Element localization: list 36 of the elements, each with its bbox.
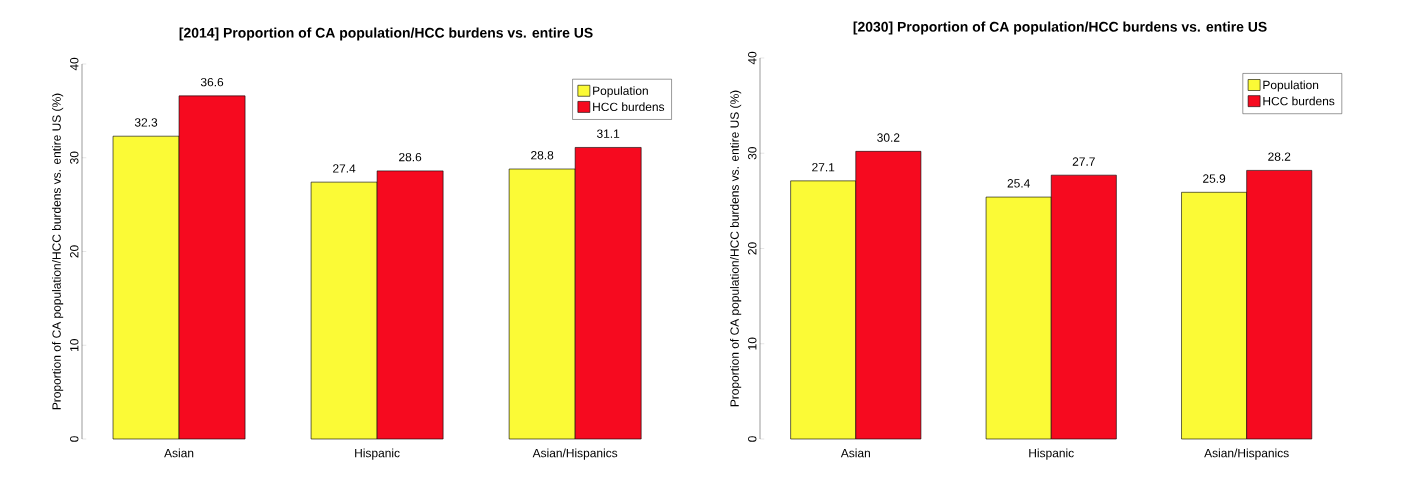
chart-title: [2030] Proportion of CA population/HCC burdens vs. entire US: [853, 21, 1267, 35]
y-tick-label: 0: [748, 436, 757, 442]
data-label: 28.8: [531, 151, 554, 160]
data-label: 27.1: [812, 163, 835, 172]
y-tick-label: 40: [748, 51, 757, 65]
legend-label: HCC burdens: [1263, 96, 1335, 106]
data-label: 30.2: [877, 133, 900, 142]
x-tick-label: Hispanic: [1029, 448, 1074, 460]
y-tick-label: 20: [70, 245, 79, 258]
data-label: 28.2: [1268, 152, 1291, 161]
y-axis-title: Proportion of CA population/HCC burdens vs. entire US (%): [730, 90, 742, 407]
y-tick-label: 30: [70, 151, 79, 164]
data-label: 31.1: [596, 129, 620, 138]
x-tick-label: Asian: [164, 448, 194, 458]
data-label: 36.6: [200, 77, 224, 87]
data-label: 27.7: [1072, 157, 1095, 166]
y-tick-label: 10: [70, 339, 79, 351]
x-tick-label: Asian/Hispanics: [1204, 448, 1289, 460]
y-axis-title: Proportion of CA population/HCC burdens vs. entire US (%): [52, 93, 64, 410]
x-tick-label: Hispanic: [355, 448, 400, 460]
data-label: 27.4: [333, 164, 356, 173]
data-label: 25.4: [1007, 179, 1030, 188]
legend-label: Population: [593, 86, 648, 98]
y-tick-label: 30: [748, 147, 757, 160]
x-tick-label: Asian: [840, 448, 870, 458]
data-label: 32.3: [134, 118, 158, 127]
data-label: 25.9: [1203, 174, 1226, 183]
legend-label: Population: [1263, 80, 1319, 92]
data-label: 28.6: [399, 152, 422, 162]
y-tick-label: 10: [748, 337, 757, 350]
legend-label: HCC burdens: [593, 102, 665, 112]
chart-title: [2014] Proportion of CA population/HCC burdens vs. entire US: [179, 27, 593, 41]
y-tick-label: 20: [748, 242, 757, 255]
x-tick-label: Asian/Hispanics: [532, 448, 618, 460]
y-tick-label: 40: [70, 57, 79, 71]
y-tick-label: 0: [70, 436, 79, 442]
